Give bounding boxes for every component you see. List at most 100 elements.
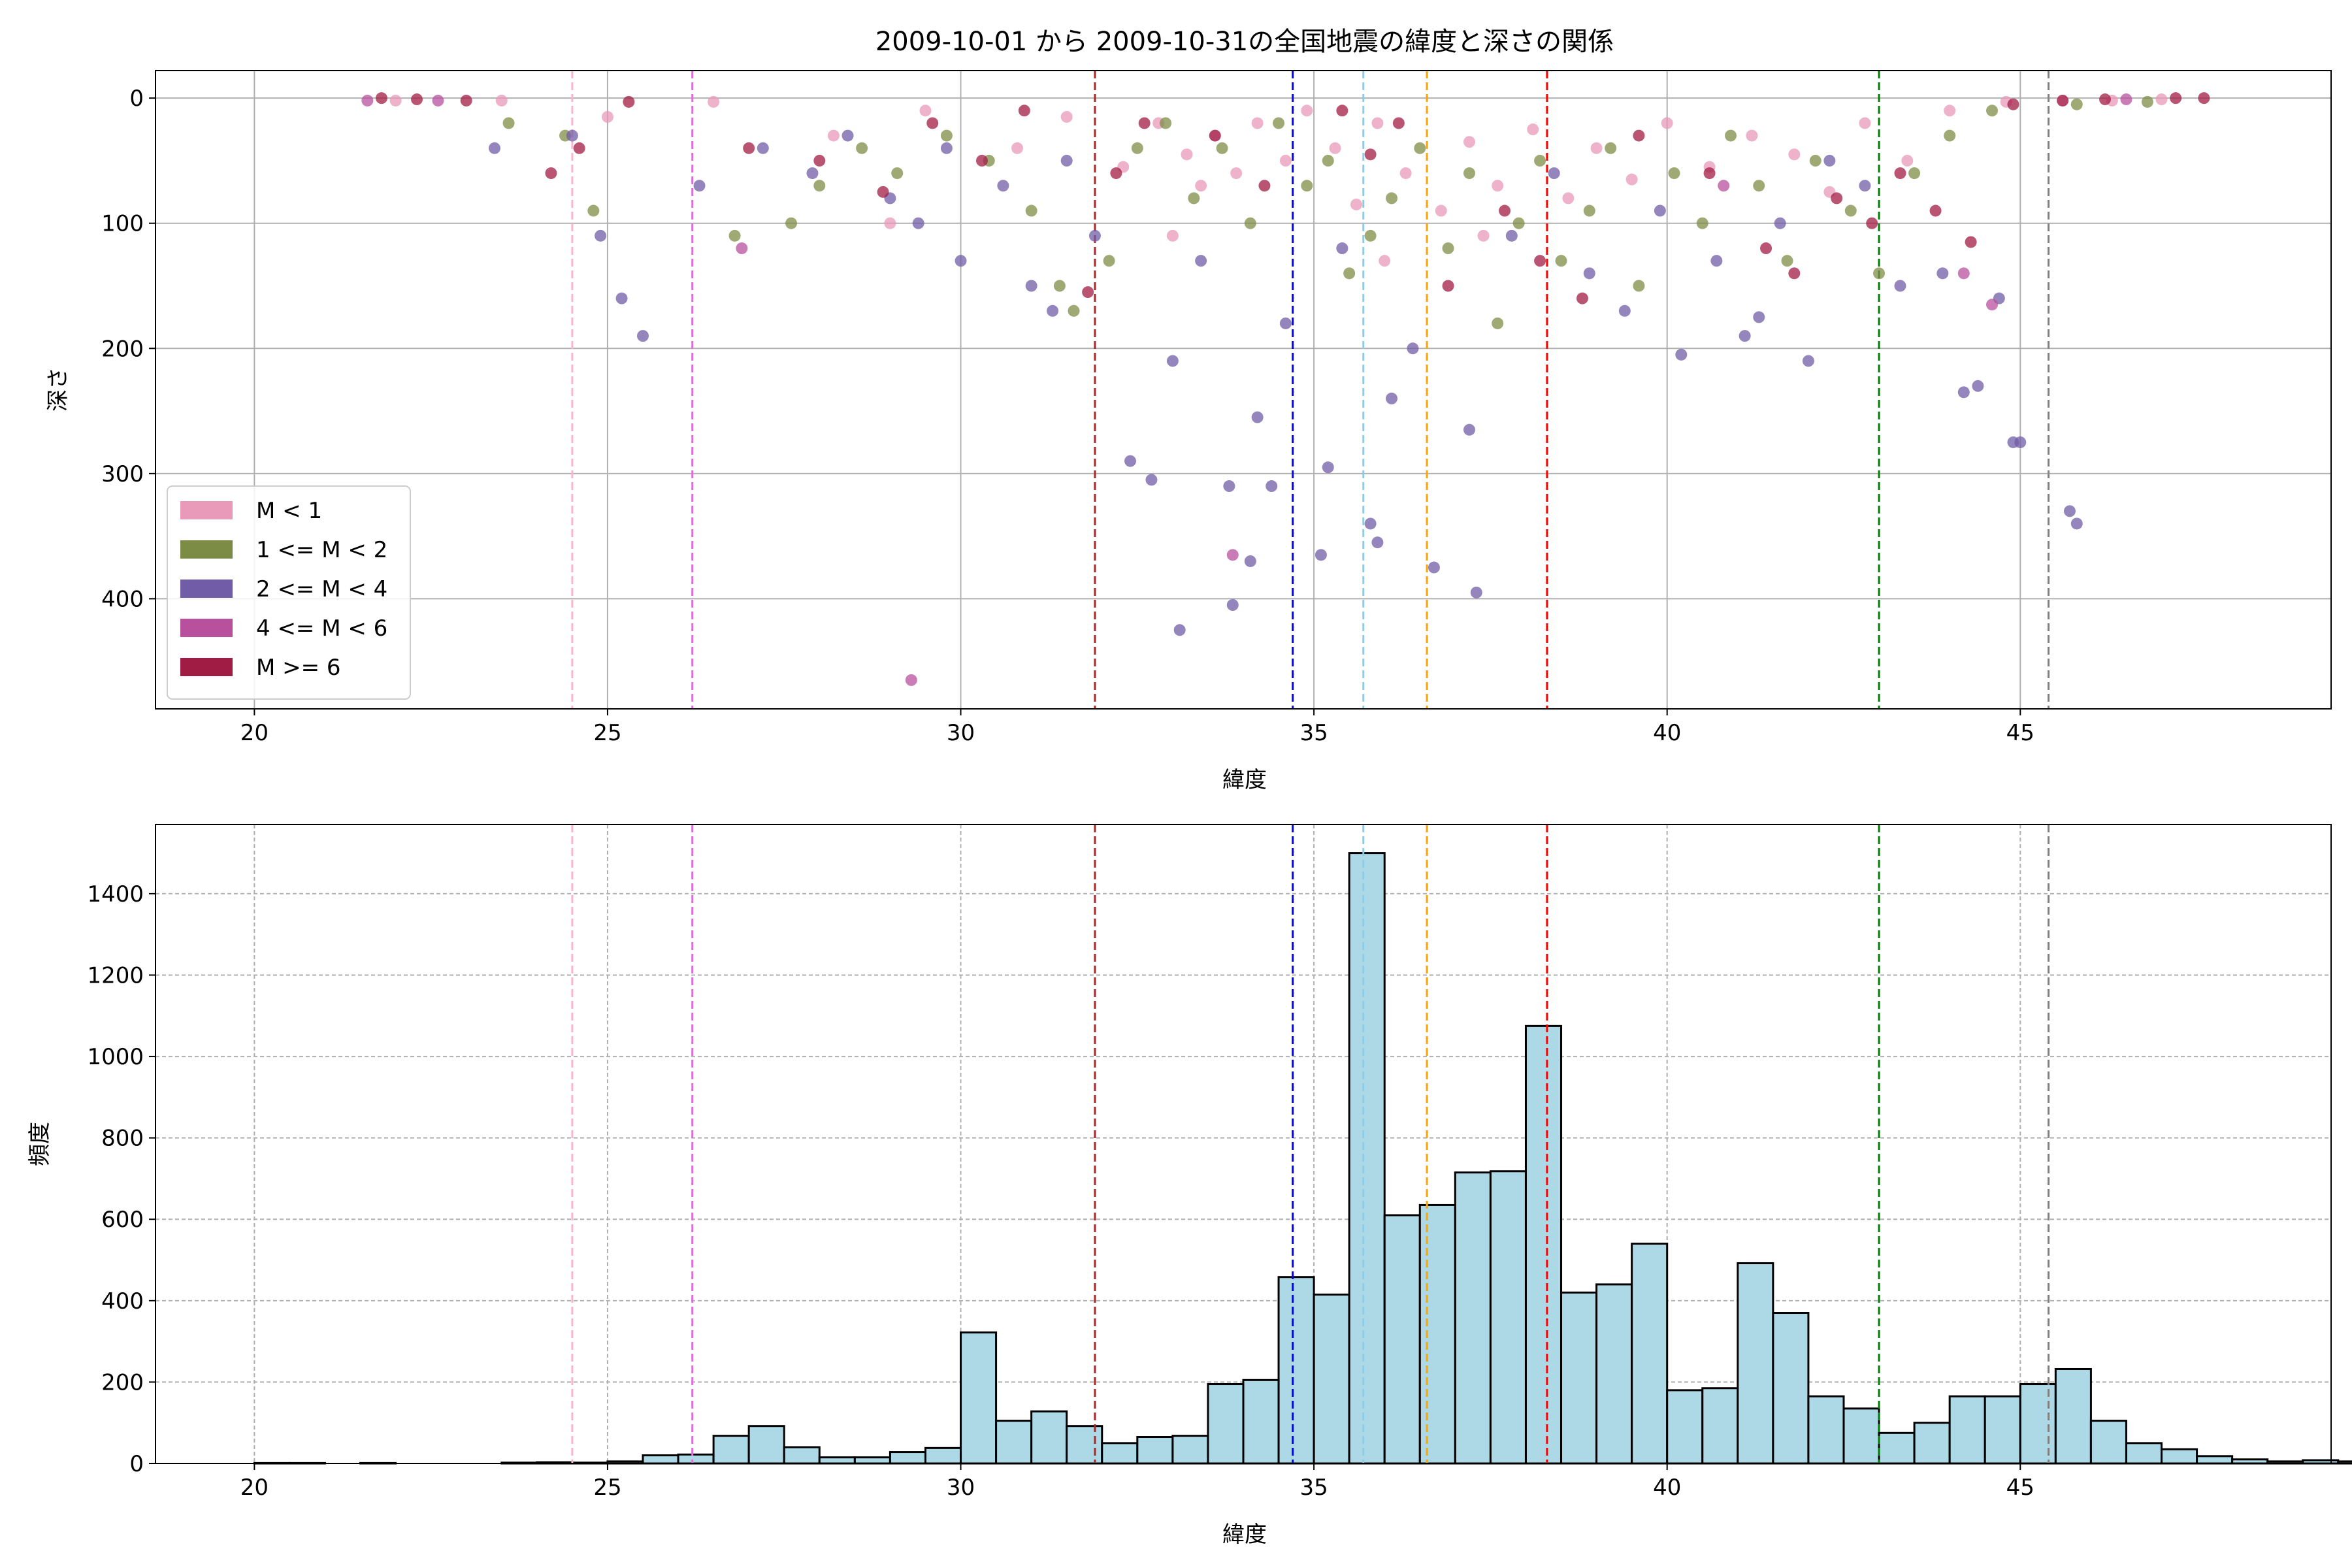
scatter-point [2120,93,2132,106]
scatter-point [1223,480,1235,493]
scatter-point [1809,154,1821,167]
scatter-point [1986,299,1999,311]
histogram-y-tick-label: 200 [101,1369,144,1396]
scatter-point [1548,167,1560,180]
histogram-y-ticks: 0 200 400 600 800 1000 1200 1400 [87,881,155,1477]
scatter-point [1216,142,1228,154]
scatter-axes-frame [155,70,2332,710]
scatter-point [1605,142,1617,154]
histogram-bar [818,1456,856,1465]
scatter-point [1753,311,1765,323]
histogram-x-ticks: 20 25 30 35 40 45 [240,1463,2034,1501]
scatter-point [1407,342,1419,355]
legend-swatch-m-lt-1 [180,501,233,519]
scatter-point [432,94,444,106]
scatter-point [1301,180,1313,192]
scatter-point [1399,167,1412,180]
legend-swatch-m-4-6 [180,619,233,637]
scatter-point [1018,105,1030,117]
scatter-point [1760,242,1772,255]
scatter-y-tick-label: 300 [101,461,144,487]
legend-swatch-m-1-2 [180,540,233,559]
histogram-bar [2196,1455,2234,1465]
histogram-bar [1984,1395,2021,1465]
histogram-bar [1666,1389,1704,1465]
scatter-point [1371,536,1384,549]
scatter-point [1718,180,1730,192]
scatter-point [1463,423,1475,436]
scatter-points [361,92,2210,686]
scatter-point [1944,105,1956,117]
scatter-chart: 2009-10-01 から 2009-10-31の全国地震の緯度と深さの関係 2… [45,27,2332,793]
histogram-y-tick-label: 1400 [87,881,144,907]
scatter-point [1859,117,1871,129]
histogram-y-tick-label: 400 [101,1288,144,1315]
scatter-point [1442,280,1454,292]
scatter-point [2198,92,2210,105]
scatter-point [2155,93,2168,106]
histogram-bar [1772,1312,1810,1465]
scatter-point [1414,142,1426,154]
scatter-x-ticks: 20 25 30 35 40 45 [240,709,2034,746]
scatter-point [1505,229,1518,242]
scatter-point [736,242,748,255]
scatter-x-axis-label: 緯度 [1222,767,1267,793]
histogram-bar [1737,1262,1774,1465]
scatter-point [1534,154,1546,167]
legend-label-m-2-4: 2 <= M < 4 [256,576,387,602]
legend-swatch-m-ge-6 [180,658,233,676]
scatter-point [1576,292,1588,304]
histogram-x-tick-label: 25 [593,1475,621,1501]
histogram-bar [1489,1170,1527,1465]
histogram-bar [1560,1291,1598,1465]
scatter-point [1011,142,1024,154]
histogram-bar [1030,1410,1068,1465]
histogram-bar [1454,1171,1492,1465]
scatter-point [1047,304,1059,317]
scatter-point [1435,204,1447,217]
scatter-point [488,142,500,154]
scatter-point [1463,167,1475,180]
histogram-bar [1418,1203,1456,1465]
scatter-point [587,204,600,217]
histogram-bar [1595,1283,1633,1465]
legend-box [167,485,411,700]
histogram-bar [1242,1379,1280,1465]
legend-label-m-4-6: 4 <= M < 6 [256,615,387,642]
scatter-point [1894,280,1906,292]
scatter-point [1195,255,1207,267]
scatter-x-tick-label: 40 [1653,720,1681,746]
scatter-point [1160,117,1172,129]
scatter-point [1060,110,1073,123]
scatter-point [1188,192,1200,204]
scatter-point [502,117,515,129]
scatter-point [1442,242,1454,255]
histogram-bar [1807,1395,1845,1465]
scatter-point [2057,94,2069,106]
histogram-x-axis-label: 緯度 [1222,1522,1267,1548]
histogram-bar [1136,1436,1174,1465]
histogram-bar [960,1331,998,1465]
scatter-point [1929,204,1942,217]
scatter-point [827,129,840,142]
scatter-point [891,167,904,180]
scatter-point [1583,204,1595,217]
scatter-point [595,229,607,242]
scatter-point [1060,154,1073,167]
histogram-bar [2125,1442,2163,1465]
histogram-bar [853,1456,891,1465]
scatter-point [1661,117,1673,129]
histogram-reference-lines [571,825,2050,1463]
histogram-axes-frame [155,824,2332,1464]
scatter-point [1428,561,1440,574]
scatter-point [1386,192,1398,204]
scatter-point [1492,317,1504,329]
scatter-point [1301,105,1313,117]
histogram-y-tick-label: 600 [101,1207,144,1233]
legend: M < 1 1 <= M < 2 2 <= M < 4 4 <= M < 6 M… [167,485,411,700]
scatter-point [1371,117,1384,129]
scatter-point [1844,204,1857,217]
histogram-bar [1948,1395,1986,1465]
histogram-bar [1066,1425,1103,1465]
